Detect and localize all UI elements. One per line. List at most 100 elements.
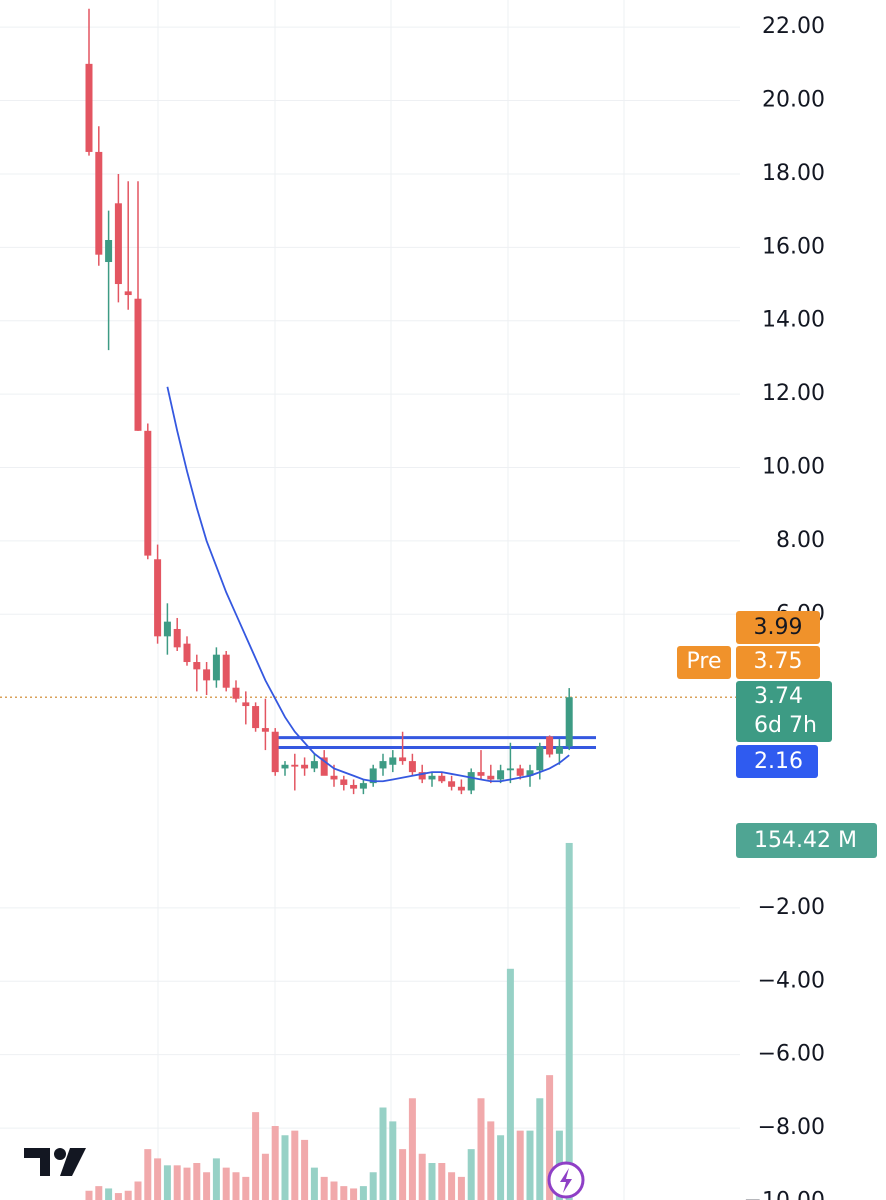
volume-bar	[408, 1098, 416, 1200]
volume-bar	[114, 1193, 122, 1200]
candle-body	[457, 786, 465, 791]
y-tick-label: −6.00	[758, 1042, 825, 1067]
candle-body	[114, 203, 122, 285]
ma-tag: 2.16	[754, 749, 803, 774]
volume-bar	[448, 1172, 456, 1200]
volume-bar	[281, 1135, 289, 1200]
volume-bar	[418, 1153, 426, 1200]
volume-bar	[379, 1107, 387, 1200]
pre-label: Pre	[687, 649, 722, 674]
volume-bar	[261, 1153, 269, 1200]
y-tick-label: 22.00	[762, 14, 825, 39]
volume-bar	[310, 1167, 318, 1200]
candle-body	[408, 761, 416, 773]
candle-body	[418, 772, 426, 780]
candle-body	[438, 775, 446, 782]
y-tick-label: −4.00	[758, 968, 825, 993]
volume-bar	[85, 1190, 93, 1200]
volume-bar	[301, 1139, 309, 1200]
y-tick-label: 8.00	[776, 528, 825, 553]
candle-body	[428, 775, 436, 780]
candle-body	[212, 654, 220, 681]
volume-bar	[163, 1165, 171, 1200]
volume-bar	[183, 1167, 191, 1200]
volume-bar	[173, 1165, 181, 1200]
pre-tag: 3.75	[754, 649, 803, 674]
volume-bar	[330, 1181, 338, 1200]
volume-bar	[526, 1130, 534, 1200]
candle-body	[330, 775, 338, 780]
volume-tag: 154.42 M	[754, 828, 857, 853]
candle-body	[252, 706, 260, 729]
candle-body	[379, 761, 387, 769]
y-tick-label: 10.00	[762, 455, 825, 480]
grid	[0, 0, 740, 1200]
price-tags: 3.99 Pre 3.75 3.74 6d 7h 2.16 154.42 M	[677, 611, 877, 858]
y-tick-label: −10.00	[744, 1188, 825, 1200]
candle-body	[555, 746, 563, 754]
volume-bar	[546, 1075, 554, 1200]
price-axis: 22.00 20.00 18.00 16.00 14.00 12.00 10.00 8.00 6…	[744, 14, 825, 1200]
high-tag: 3.99	[754, 615, 803, 640]
candle-body	[124, 291, 132, 296]
y-tick-label: 14.00	[762, 308, 825, 333]
candle-body	[144, 430, 152, 556]
pre-label-bg	[677, 646, 731, 679]
candle-body	[173, 628, 181, 648]
price-pane	[0, 8, 736, 795]
candle-body	[565, 697, 573, 747]
volume-bar	[565, 842, 573, 1200]
volume-bar	[222, 1167, 230, 1200]
candle-body	[516, 768, 524, 776]
candle-body	[546, 736, 554, 755]
last-tag-bg	[736, 681, 832, 742]
volume-bar	[477, 1098, 485, 1200]
y-tick-label: −2.00	[758, 895, 825, 920]
candle-body	[389, 757, 397, 765]
moving-average	[166, 386, 570, 783]
volume-bar	[359, 1186, 367, 1200]
volume-bar	[154, 1158, 162, 1200]
volume-bar	[497, 1135, 505, 1200]
candle-body	[359, 783, 367, 789]
y-tick-label: 20.00	[762, 88, 825, 113]
volume-bar	[203, 1172, 211, 1200]
volume-bar	[291, 1130, 299, 1200]
countdown: 6d 7h	[754, 713, 817, 738]
candle-body	[350, 784, 358, 789]
volume-bar	[124, 1190, 132, 1200]
volume-bar	[487, 1121, 495, 1200]
candle-body	[310, 761, 318, 769]
volume-bar	[506, 968, 514, 1200]
pre-tag-bg	[736, 646, 820, 679]
volume-bar	[320, 1176, 328, 1200]
candle-body	[281, 764, 289, 769]
candle-body	[448, 781, 456, 787]
volume-bar	[457, 1176, 465, 1200]
ma-tag-bg	[736, 745, 818, 778]
volume-bar	[242, 1176, 250, 1200]
volume-bar	[340, 1186, 348, 1200]
candle-body	[320, 757, 328, 776]
candle-body	[261, 728, 269, 732]
y-tick-label: 18.00	[762, 161, 825, 186]
candle-body	[203, 669, 211, 681]
candle-body	[163, 621, 171, 637]
volume-bar	[467, 1149, 475, 1200]
volume-bar	[428, 1163, 436, 1200]
candle-body	[291, 764, 299, 767]
volume-bar	[516, 1130, 524, 1200]
volume-bar	[252, 1112, 260, 1200]
candle-body	[183, 643, 191, 663]
volume-bar	[389, 1121, 397, 1200]
volume-bar	[438, 1163, 446, 1200]
candle-body	[301, 764, 309, 769]
volume-bar	[212, 1158, 220, 1200]
volume-bar	[271, 1126, 279, 1200]
volume-bar	[193, 1163, 201, 1200]
volume-bar	[95, 1186, 103, 1200]
volume-bar	[144, 1149, 152, 1200]
lightning-button[interactable]	[547, 1161, 585, 1199]
